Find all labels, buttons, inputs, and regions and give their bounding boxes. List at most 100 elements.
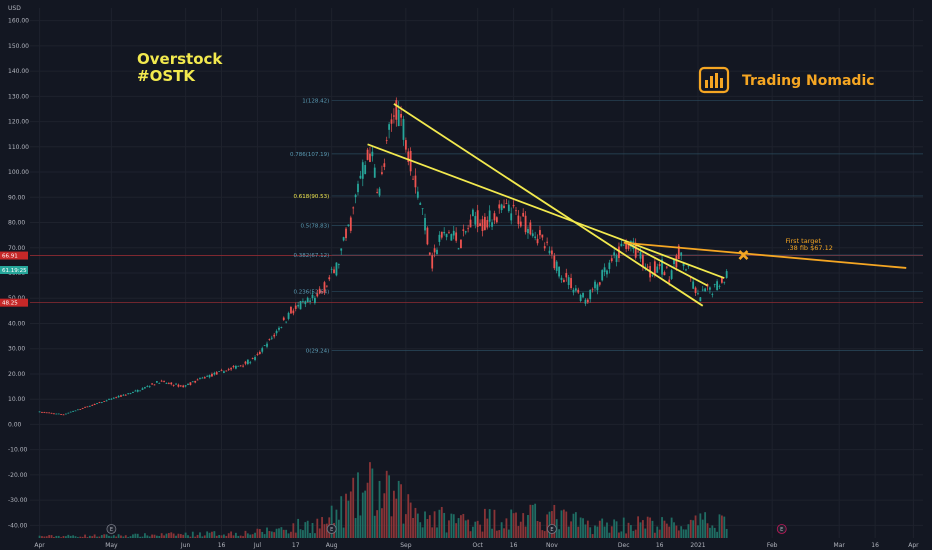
candle-body bbox=[464, 231, 467, 233]
brand-name: Trading Nomadic bbox=[742, 73, 875, 89]
candle-body bbox=[347, 224, 350, 227]
volume-bar bbox=[388, 475, 391, 538]
volume-bar bbox=[237, 535, 240, 538]
candle-body bbox=[366, 149, 369, 160]
volume-bar bbox=[570, 521, 572, 538]
volume-bar bbox=[81, 536, 84, 538]
volume-bar bbox=[488, 509, 491, 538]
bar-chart-icon bbox=[698, 66, 730, 94]
fib-label: 0.618(90.53) bbox=[293, 194, 329, 200]
volume-bar bbox=[450, 513, 453, 538]
candle-body bbox=[163, 381, 165, 382]
volume-bar bbox=[620, 531, 623, 538]
volume-bar bbox=[515, 512, 517, 538]
candle-body bbox=[359, 175, 362, 179]
candle-body bbox=[687, 265, 690, 267]
volume-bar bbox=[414, 507, 417, 538]
volume-bar bbox=[378, 480, 381, 538]
candle-body bbox=[294, 305, 297, 309]
candle-body bbox=[299, 300, 302, 310]
volume-bar bbox=[230, 531, 233, 538]
candle-body bbox=[675, 255, 678, 268]
candle-body bbox=[108, 399, 110, 400]
volume-bar bbox=[716, 531, 719, 538]
candle-body bbox=[716, 281, 719, 291]
candle-body bbox=[627, 243, 630, 249]
volume-bar bbox=[285, 529, 288, 538]
candle-body bbox=[239, 365, 242, 367]
volume-bar bbox=[625, 533, 628, 538]
candle-body bbox=[531, 233, 534, 237]
volume-bar bbox=[122, 536, 125, 538]
candle-body bbox=[697, 293, 699, 295]
y-tick-label: 70.00 bbox=[8, 245, 25, 252]
candle-body bbox=[680, 252, 683, 256]
y-tick-label: -30.00 bbox=[8, 497, 28, 504]
volume-bar bbox=[685, 529, 687, 538]
candlesticks bbox=[38, 97, 728, 416]
volume-bar bbox=[325, 523, 328, 538]
volume-bar bbox=[282, 529, 285, 538]
volume-bar bbox=[220, 535, 223, 538]
volume-bar bbox=[409, 502, 412, 538]
candle-body bbox=[50, 412, 53, 414]
volume-bar bbox=[299, 529, 302, 538]
candle-body bbox=[661, 259, 663, 275]
candle-body bbox=[414, 175, 417, 188]
candle-body bbox=[431, 255, 434, 269]
volume-bar bbox=[416, 513, 419, 538]
volume-bar bbox=[132, 534, 134, 538]
x-tick-label: Oct bbox=[473, 542, 484, 549]
candle-body bbox=[462, 229, 465, 231]
candle-body bbox=[340, 248, 343, 251]
volume-bar bbox=[139, 536, 142, 538]
volume-bar bbox=[170, 532, 173, 538]
candle-body bbox=[448, 232, 450, 234]
volume-bar bbox=[294, 532, 297, 538]
candle-body bbox=[438, 234, 441, 242]
volume-bar bbox=[105, 534, 108, 538]
volume-bar bbox=[155, 535, 158, 538]
volume-bar bbox=[567, 526, 570, 538]
volume-bar bbox=[469, 531, 472, 538]
candle-body bbox=[112, 397, 115, 399]
volume-bar bbox=[536, 520, 539, 538]
trendline bbox=[367, 143, 725, 279]
candle-body bbox=[436, 249, 438, 254]
candle-body bbox=[723, 281, 726, 283]
volume-bar bbox=[313, 533, 316, 538]
candle-body bbox=[467, 228, 470, 230]
volume-bar bbox=[445, 532, 448, 538]
volume-bar bbox=[431, 527, 434, 538]
volume-bar bbox=[562, 509, 565, 538]
candle-body bbox=[460, 239, 462, 249]
candle-body bbox=[488, 210, 491, 222]
y-tick-label: 0.00 bbox=[8, 421, 22, 428]
currency-label: USD bbox=[8, 5, 21, 12]
candle-body bbox=[663, 272, 666, 276]
candle-body bbox=[452, 230, 455, 236]
candle-body bbox=[541, 234, 544, 238]
volume-bar bbox=[541, 530, 544, 538]
candle-body bbox=[194, 380, 197, 383]
volume-bar bbox=[366, 482, 369, 538]
candle-body bbox=[620, 243, 623, 247]
x-tick-label: Aug bbox=[326, 542, 338, 549]
volume-bar bbox=[572, 513, 575, 538]
candle-body bbox=[625, 242, 628, 249]
candle-body bbox=[45, 412, 48, 414]
volume-bar bbox=[594, 525, 596, 538]
volume-bar bbox=[76, 537, 79, 538]
x-tick-label: 2021 bbox=[690, 542, 705, 549]
volume-bar bbox=[483, 508, 486, 538]
trendlines bbox=[367, 103, 907, 307]
candle-body bbox=[323, 282, 326, 293]
candle-body bbox=[364, 165, 367, 175]
volume-bar bbox=[510, 509, 513, 538]
volume-bar bbox=[203, 535, 206, 538]
volume-bar bbox=[352, 477, 355, 538]
volume-bar bbox=[151, 534, 153, 538]
x-axis[interactable]: Apr May Jun 16 Jul 17 Aug Sep Oct 16 Nov Dec 16 2021 F… bbox=[34, 542, 919, 549]
price-badges: 66.91 61.19:25 48.25 bbox=[0, 251, 28, 307]
